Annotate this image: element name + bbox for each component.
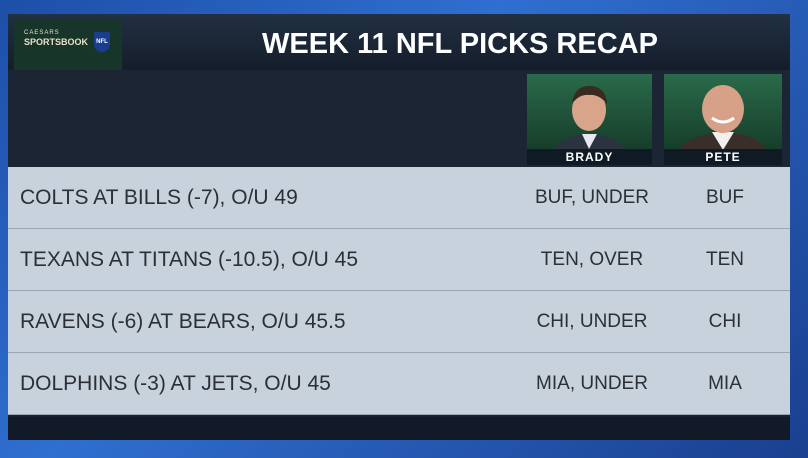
pick: TEN <box>706 249 744 270</box>
matchup: DOLPHINS (-3) AT JETS, O/U 45 <box>20 372 331 395</box>
pick: TEN, OVER <box>540 249 644 270</box>
column-label: BRADY <box>527 149 652 165</box>
pick: MIA <box>708 373 742 394</box>
pick: MIA, UNDER <box>536 373 648 394</box>
nfl-badge: NFL <box>94 32 110 52</box>
table-row: RAVENS (-6) AT BEARS, O/U 45.5 CHI, UNDER… <box>8 291 790 353</box>
footer-bar <box>8 417 790 440</box>
column-label: PETE <box>664 149 782 165</box>
pick: CHI <box>708 311 742 332</box>
graphic-panel: CAESARS SPORTSBOOK NFL WEEK 11 NFL PICKS… <box>8 14 790 440</box>
matchup: TEXANS AT TITANS (-10.5), O/U 45 <box>20 248 359 271</box>
matchup: COLTS AT BILLS (-7), O/U 49 <box>20 186 298 209</box>
title: WEEK 11 NFL PICKS RECAP <box>262 28 658 60</box>
photo-brady: BRADY <box>527 74 652 165</box>
table-row: TEXANS AT TITANS (-10.5), O/U 45 TEN, OVE… <box>8 229 790 291</box>
header-bar <box>8 14 790 70</box>
photo-band <box>8 70 790 167</box>
sponsor-logo: CAESARS SPORTSBOOK NFL <box>14 20 122 70</box>
pick: CHI, UNDER <box>536 311 648 332</box>
table-row: COLTS AT BILLS (-7), O/U 49 BUF, UNDER BUF <box>8 167 790 229</box>
matchup: RAVENS (-6) AT BEARS, O/U 45.5 <box>20 310 346 333</box>
pick: BUF <box>706 187 744 208</box>
logo-top: CAESARS <box>24 30 60 36</box>
pick: BUF, UNDER <box>534 187 649 208</box>
photo-pete: PETE <box>664 74 782 165</box>
table-row: DOLPHINS (-3) AT JETS, O/U 45 MIA, UNDER M… <box>8 353 790 415</box>
logo-main: SPORTSBOOK <box>24 37 89 47</box>
